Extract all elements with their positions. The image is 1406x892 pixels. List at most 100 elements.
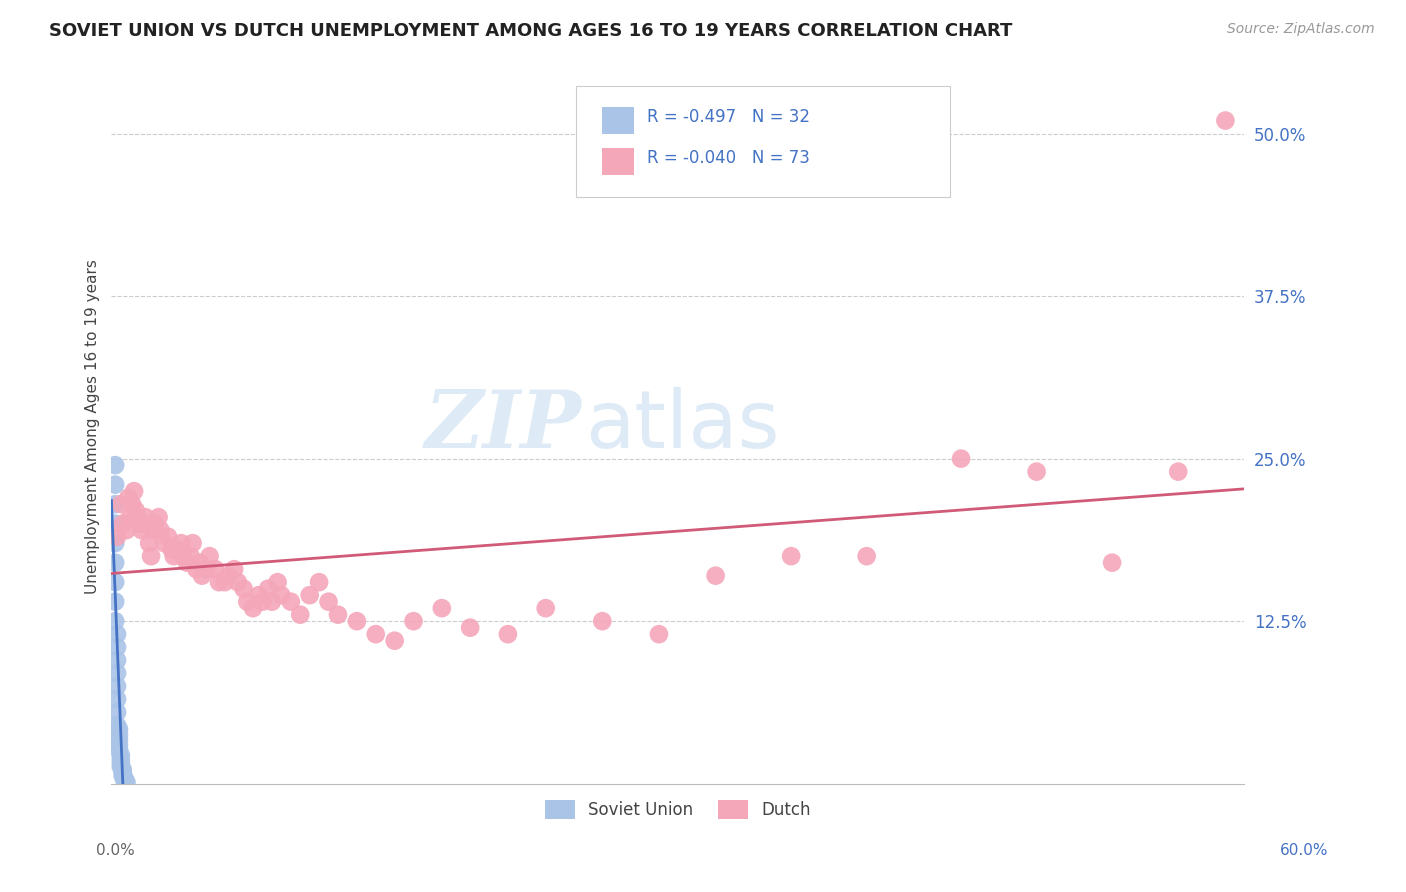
- Point: [148, 510, 170, 524]
- Point: [132, 516, 155, 531]
- Point: [458, 621, 481, 635]
- Bar: [602, 107, 634, 135]
- Point: [122, 484, 145, 499]
- Legend: Soviet Union, Dutch: Soviet Union, Dutch: [538, 793, 818, 825]
- Point: [104, 516, 127, 531]
- Point: [105, 705, 128, 719]
- Point: [364, 627, 387, 641]
- Point: [266, 575, 288, 590]
- Point: [326, 607, 349, 622]
- Point: [104, 614, 127, 628]
- Point: [105, 640, 128, 655]
- Point: [176, 556, 198, 570]
- Point: [104, 595, 127, 609]
- Point: [270, 588, 292, 602]
- Point: [204, 562, 226, 576]
- Point: [308, 575, 330, 590]
- Point: [108, 727, 131, 741]
- Point: [111, 763, 134, 777]
- Point: [110, 752, 132, 766]
- Point: [138, 536, 160, 550]
- Y-axis label: Unemployment Among Ages 16 to 19 years: Unemployment Among Ages 16 to 19 years: [86, 259, 100, 593]
- Point: [121, 497, 143, 511]
- Point: [170, 536, 193, 550]
- Point: [110, 497, 132, 511]
- Point: [110, 760, 132, 774]
- Point: [430, 601, 453, 615]
- Point: [108, 732, 131, 747]
- Point: [384, 633, 406, 648]
- Point: [108, 743, 131, 757]
- Point: [120, 510, 142, 524]
- Point: [242, 601, 264, 615]
- Point: [1215, 113, 1237, 128]
- Point: [142, 523, 165, 537]
- Point: [157, 530, 180, 544]
- Point: [232, 582, 254, 596]
- Text: R = -0.040   N = 73: R = -0.040 N = 73: [647, 149, 810, 167]
- Point: [1101, 556, 1123, 570]
- Point: [105, 530, 128, 544]
- Point: [226, 575, 249, 590]
- Point: [104, 497, 127, 511]
- Point: [115, 523, 138, 537]
- Point: [290, 607, 312, 622]
- Text: R = -0.497   N = 32: R = -0.497 N = 32: [647, 108, 810, 126]
- Point: [346, 614, 368, 628]
- Bar: [602, 147, 634, 175]
- Point: [194, 562, 217, 576]
- Point: [149, 523, 172, 537]
- Point: [191, 568, 214, 582]
- Point: [104, 556, 127, 570]
- Point: [143, 516, 166, 531]
- Point: [648, 627, 671, 641]
- Point: [108, 722, 131, 736]
- Point: [260, 595, 283, 609]
- Point: [318, 595, 340, 609]
- Point: [252, 595, 274, 609]
- Point: [110, 756, 132, 770]
- Point: [128, 516, 150, 531]
- Point: [110, 748, 132, 763]
- Point: [160, 542, 183, 557]
- Point: [115, 775, 138, 789]
- Point: [780, 549, 803, 564]
- Point: [534, 601, 557, 615]
- Point: [111, 516, 134, 531]
- Point: [298, 588, 321, 602]
- Text: atlas: atlas: [585, 387, 779, 465]
- Point: [117, 491, 139, 505]
- Text: SOVIET UNION VS DUTCH UNEMPLOYMENT AMONG AGES 16 TO 19 YEARS CORRELATION CHART: SOVIET UNION VS DUTCH UNEMPLOYMENT AMONG…: [49, 22, 1012, 40]
- Point: [134, 510, 156, 524]
- Text: 0.0%: 0.0%: [96, 843, 135, 858]
- Point: [104, 575, 127, 590]
- Point: [402, 614, 425, 628]
- Point: [247, 588, 270, 602]
- Point: [257, 582, 280, 596]
- Point: [111, 766, 134, 780]
- Point: [224, 562, 246, 576]
- Point: [591, 614, 613, 628]
- Point: [105, 666, 128, 681]
- Point: [496, 627, 519, 641]
- Point: [198, 549, 221, 564]
- Point: [188, 556, 211, 570]
- Point: [280, 595, 302, 609]
- Point: [1167, 465, 1189, 479]
- Point: [104, 477, 127, 491]
- Point: [125, 503, 148, 517]
- Point: [950, 451, 973, 466]
- Point: [172, 549, 194, 564]
- Point: [214, 575, 236, 590]
- Point: [1025, 465, 1047, 479]
- Point: [104, 536, 127, 550]
- Point: [105, 692, 128, 706]
- Text: 60.0%: 60.0%: [1281, 843, 1329, 858]
- Point: [855, 549, 877, 564]
- Point: [105, 627, 128, 641]
- Point: [131, 523, 153, 537]
- Point: [114, 774, 136, 789]
- Point: [704, 568, 727, 582]
- Point: [104, 458, 127, 472]
- Point: [139, 549, 162, 564]
